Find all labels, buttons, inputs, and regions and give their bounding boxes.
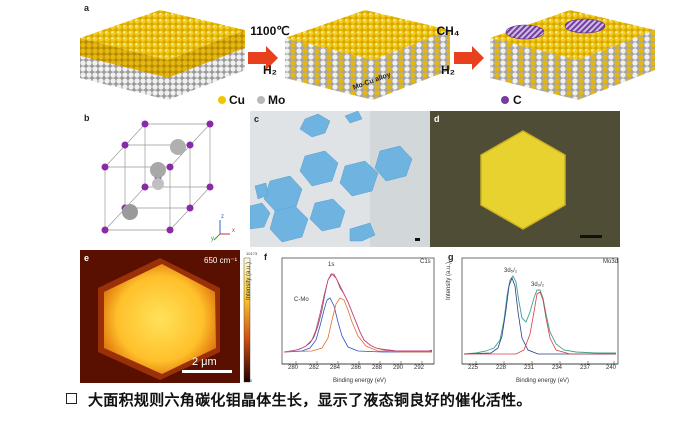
panel-f-label: f (264, 252, 267, 262)
axis-z-label: z (221, 214, 224, 220)
panel-a-illustration (80, 10, 655, 100)
panel-g-xtick: 237 (580, 365, 591, 371)
slab-initial (80, 10, 245, 100)
panel-g-xtick: 231 (524, 365, 535, 371)
panel-f-xtick: 282 (309, 365, 320, 371)
cu-legend-swatch (218, 96, 226, 104)
panel-g-label: g (448, 252, 454, 262)
panel-f-xtick: 292 (414, 365, 425, 371)
panel-g-peak2: 3d₃/₂ (531, 282, 545, 288)
raman-wavenumber: 650 cm⁻¹ (204, 256, 238, 265)
panel-g-ylabel: Intensity (a.u.) (446, 261, 452, 300)
panel-f-xtick: 284 (330, 365, 341, 371)
slab-carbide (490, 10, 655, 100)
colorbar-max: 10173 (246, 251, 258, 256)
crystal-structure (101, 120, 230, 241)
panel-f-peak-main: 1s (328, 262, 335, 268)
c-legend-swatch (501, 96, 509, 104)
axis-x-label: x (232, 228, 235, 234)
arrow-step1 (248, 46, 278, 70)
panel-f-xtick: 280 (288, 365, 299, 371)
panel-c-label: c (254, 114, 260, 124)
arrow-step2 (454, 46, 484, 70)
mo2c-crystal-1 (505, 24, 545, 40)
panel-f-xtick: 290 (393, 365, 404, 371)
step1-gas: H₂ (263, 63, 277, 77)
panel-a-label: a (84, 3, 90, 13)
figure-caption: 大面积规则六角碳化钼晶体生长，显示了液态铜良好的催化活性。 (88, 391, 532, 409)
panel-d-optical-image (430, 111, 620, 247)
slab-alloy (285, 10, 450, 100)
panel-g-xps-mo3d (446, 250, 626, 385)
panel-g-xtick: 240 (606, 365, 617, 371)
panel-g-xlabel: Binding energy (eV) (516, 378, 570, 384)
c-legend-label: C (513, 93, 522, 107)
step2-gas-bottom: H₂ (441, 63, 455, 77)
panel-f-xtick: 286 (351, 365, 362, 371)
panel-g-title: Mo3d (603, 259, 619, 265)
colorbar-min: 0 (250, 378, 253, 383)
panel-f-xtick: 288 (372, 365, 383, 371)
caption-bullet (66, 393, 77, 404)
panel-e-raman-map (80, 250, 251, 383)
panel-g-xtick: 228 (496, 365, 507, 371)
mo-legend-swatch (257, 96, 265, 104)
panel-f-xlabel: Binding energy (eV) (333, 378, 387, 384)
panel-f-ylabel: Intensity (a.u.) (246, 261, 252, 300)
step1-temperature: 1100℃ (250, 24, 290, 38)
panel-c-optical-image (250, 111, 430, 247)
scalebar-label: 2 μm (192, 356, 217, 368)
cu-legend-label: Cu (229, 93, 245, 107)
panel-b-label: b (84, 113, 90, 123)
panel-f-peak-side: C-Mo (294, 297, 309, 303)
panel-f-title: C1s (420, 259, 431, 265)
panel-g-peak1: 3d₅/₂ (504, 268, 518, 274)
step2-gas-top: CH₄ (436, 24, 460, 38)
panel-e-label: e (84, 253, 90, 263)
mo-legend-label: Mo (268, 93, 286, 107)
panel-g-xtick: 225 (468, 365, 479, 371)
axis-y-label: y (211, 236, 214, 242)
mo2c-crystal-2 (564, 18, 606, 34)
panel-g-xtick: 234 (552, 365, 563, 371)
panel-f-xps-c1s (262, 250, 442, 385)
panel-d-label: d (434, 114, 440, 124)
